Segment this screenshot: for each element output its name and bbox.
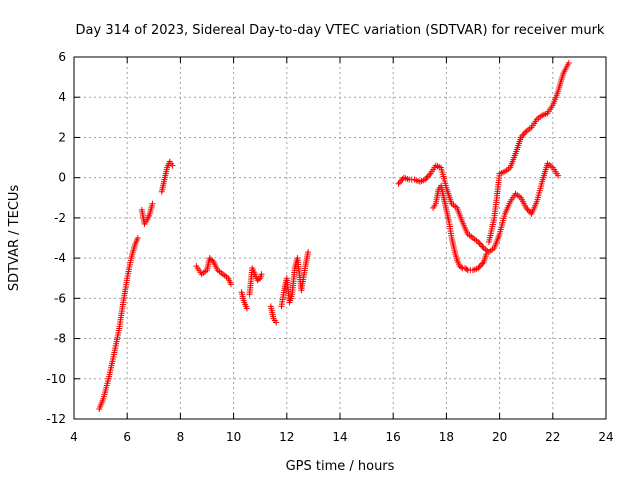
x-tick-label: 22: [545, 430, 560, 444]
data-point: [305, 249, 312, 256]
data-point: [227, 281, 234, 288]
y-tick-labels: -12 -10 -8 -6 -4 -2 0 2 4 6: [46, 50, 66, 426]
data-point: [258, 271, 265, 278]
x-axis-label: GPS time / hours: [286, 459, 395, 474]
data-point: [396, 179, 403, 186]
data-point: [479, 243, 486, 250]
y-tick-label: -2: [54, 211, 66, 225]
data-point: [463, 266, 470, 273]
y-tick-label: 6: [58, 50, 66, 64]
x-tick-label: 18: [439, 430, 454, 444]
data-point: [520, 131, 527, 138]
x-tick-label: 20: [492, 430, 507, 444]
x-tick-labels: 4 6 8 10 12 14 16 18 20 22 24: [70, 430, 613, 444]
data-point: [565, 60, 572, 67]
data-point: [426, 172, 433, 179]
x-tick-label: 12: [279, 430, 294, 444]
y-tick-label: -12: [46, 412, 66, 426]
data-points: [96, 60, 572, 412]
data-point: [424, 173, 431, 180]
data-point: [555, 172, 562, 179]
x-tick-label: 4: [70, 430, 78, 444]
y-tick-label: 4: [58, 90, 66, 104]
data-point: [477, 242, 484, 249]
y-tick-label: -6: [54, 291, 66, 305]
y-tick-label: 0: [58, 171, 66, 185]
y-tick-label: -10: [46, 372, 66, 386]
x-tick-label: 10: [226, 430, 241, 444]
data-point: [149, 200, 156, 207]
x-tick-label: 8: [177, 430, 185, 444]
y-ticks: [74, 56, 606, 420]
data-point: [525, 207, 532, 214]
y-axis-label: SDTVAR / TECUs: [7, 185, 22, 292]
x-tick-label: 16: [386, 430, 401, 444]
data-point: [483, 251, 490, 258]
data-point: [477, 262, 484, 269]
data-point: [521, 129, 528, 136]
data-point: [169, 162, 176, 169]
x-tick-label: 6: [123, 430, 131, 444]
chart-title: Day 314 of 2023, Sidereal Day-to-day VTE…: [76, 23, 605, 38]
x-ticks: [73, 57, 607, 419]
data-point: [395, 180, 402, 187]
grid: [74, 57, 606, 419]
data-point: [207, 256, 214, 263]
data-point: [255, 276, 262, 283]
y-tick-label: 2: [58, 130, 66, 144]
data-point: [243, 305, 250, 312]
x-tick-label: 14: [332, 430, 347, 444]
y-tick-label: -8: [54, 332, 66, 346]
x-tick-label: 24: [598, 430, 613, 444]
data-point: [134, 235, 141, 241]
data-point: [209, 257, 216, 264]
data-point: [273, 319, 280, 326]
data-point: [458, 264, 465, 271]
data-point: [476, 240, 483, 247]
y-tick-label: -4: [54, 251, 66, 265]
data-point: [206, 255, 213, 262]
